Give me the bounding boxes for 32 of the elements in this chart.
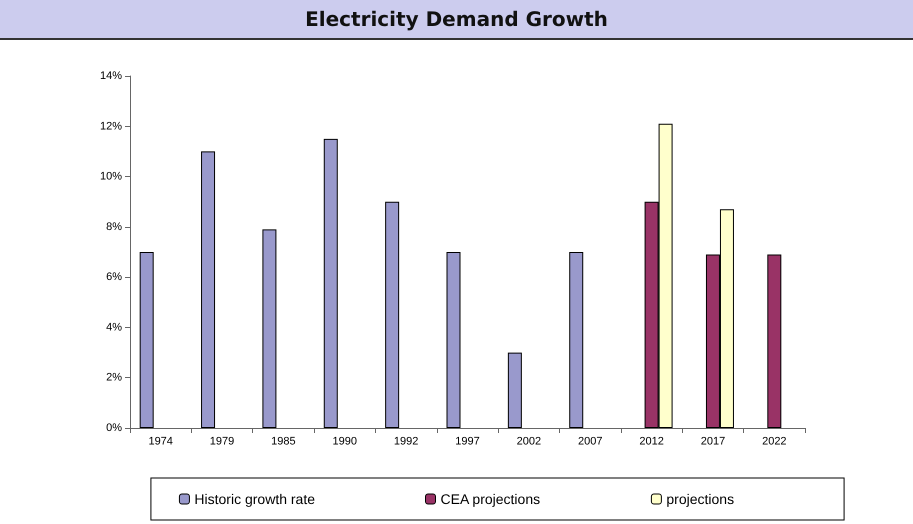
bar xyxy=(569,252,584,428)
legend-label: Historic growth rate xyxy=(194,491,316,507)
x-tick-label: 1974 xyxy=(148,436,173,448)
x-tick-label: 2022 xyxy=(762,436,787,448)
bar xyxy=(201,151,216,428)
x-tick-label: 1985 xyxy=(271,436,296,448)
y-tick-label: 12% xyxy=(100,120,122,132)
x-tick-label: 1979 xyxy=(210,436,234,448)
x-tick-label: 2007 xyxy=(578,436,602,448)
y-tick-label: 14% xyxy=(100,70,122,82)
bar xyxy=(508,352,522,428)
x-tick-label: 2002 xyxy=(516,436,542,448)
y-tick-label: 4% xyxy=(106,321,122,334)
legend-label: projections xyxy=(666,491,734,507)
x-tick-label: 1997 xyxy=(455,436,480,448)
y-tick-label: 6% xyxy=(106,271,122,284)
y-tick-label: 8% xyxy=(106,220,122,233)
chart-title: Electricity Demand Growth xyxy=(0,0,913,40)
x-tick-label: 1990 xyxy=(332,436,358,448)
x-tick-label: 2012 xyxy=(639,436,664,448)
bar xyxy=(262,229,276,428)
bar xyxy=(324,138,338,428)
y-tick-label: 10% xyxy=(100,170,122,183)
x-tick-label: 1992 xyxy=(394,436,418,448)
bar xyxy=(140,252,154,428)
bar xyxy=(385,202,400,428)
x-tick-label: 2017 xyxy=(700,436,726,448)
bar xyxy=(446,252,460,428)
y-tick-label: 0% xyxy=(106,422,122,434)
y-tick-label: 2% xyxy=(106,372,122,384)
bar xyxy=(767,254,782,428)
legend-label: CEA projections xyxy=(440,491,540,507)
